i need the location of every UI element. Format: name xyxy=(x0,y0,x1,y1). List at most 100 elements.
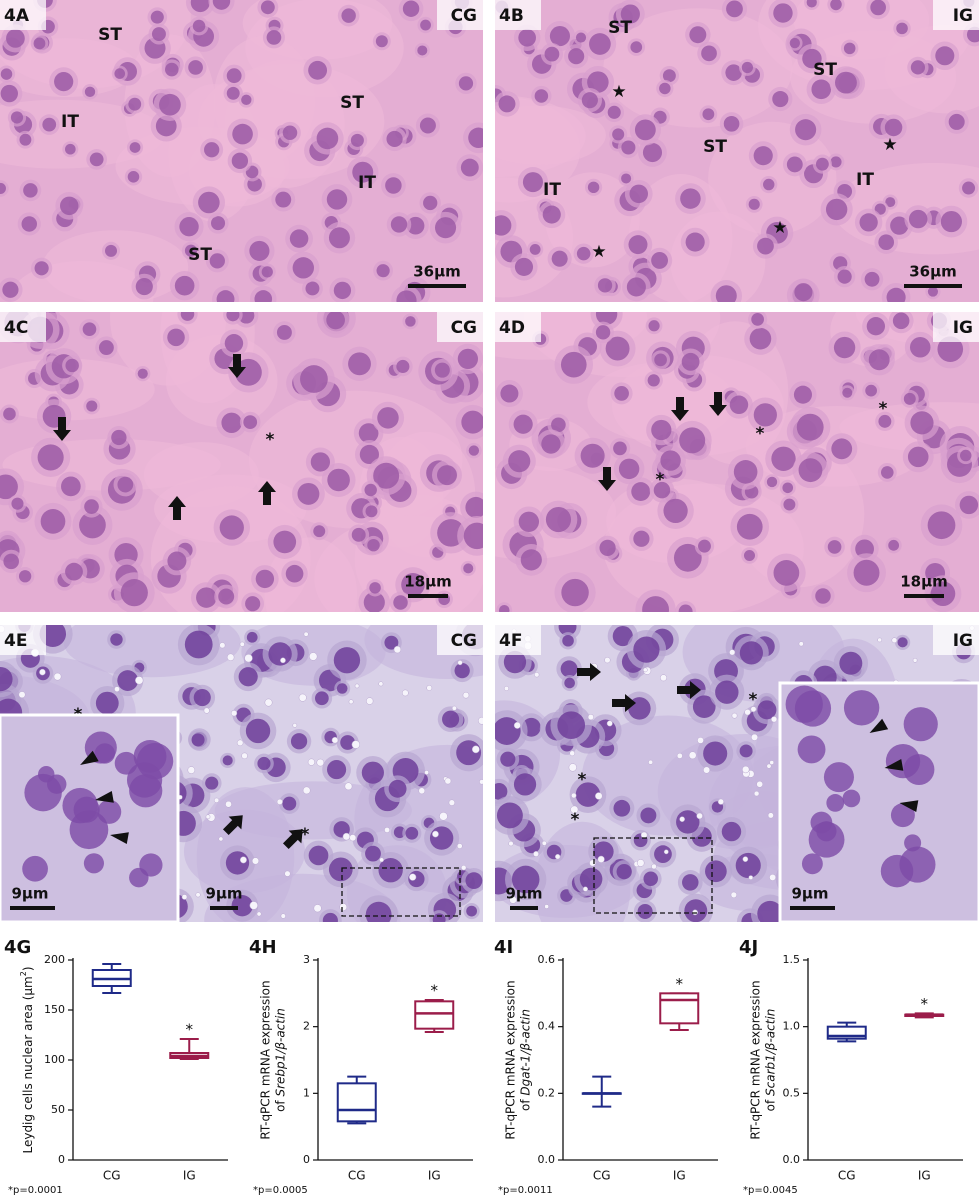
micrograph-panel: ST ST ST IT IT ★ ★ ★ ★ 36μm 4B IG xyxy=(495,0,979,302)
nucleus xyxy=(463,563,474,574)
label-background xyxy=(437,0,483,30)
lipid-droplet xyxy=(568,763,577,772)
nucleus xyxy=(260,0,275,15)
x-tick-label: CG xyxy=(593,1169,611,1183)
nucleus xyxy=(117,476,134,493)
nucleus xyxy=(10,111,24,124)
nucleus xyxy=(616,863,632,880)
annotation: ST xyxy=(813,60,837,80)
nucleus xyxy=(390,216,408,233)
nucleus xyxy=(689,26,707,44)
lipid-droplet xyxy=(457,660,463,666)
nucleus xyxy=(388,779,407,798)
nucleus xyxy=(551,250,568,267)
nucleus xyxy=(308,845,329,866)
annotation: IT xyxy=(856,170,874,190)
nucleus xyxy=(892,312,910,330)
nucleus xyxy=(129,142,141,153)
nucleus xyxy=(376,264,390,278)
nucleus xyxy=(773,3,793,23)
annotation: * xyxy=(756,424,765,444)
lipid-droplet xyxy=(642,667,648,673)
nucleus xyxy=(797,735,826,764)
label-background xyxy=(437,625,483,655)
lipid-droplet xyxy=(571,792,577,799)
lipid-droplet xyxy=(742,765,750,774)
scale-bar xyxy=(904,594,944,598)
nucleus xyxy=(500,751,516,767)
nucleus xyxy=(322,912,338,922)
nucleus xyxy=(864,271,880,287)
nucleus xyxy=(405,316,416,327)
nucleus xyxy=(363,591,385,612)
nucleus xyxy=(11,497,24,510)
nucleus xyxy=(111,429,127,446)
label-background xyxy=(933,625,979,655)
nucleus xyxy=(692,695,716,719)
lipid-droplet xyxy=(339,903,348,911)
annotation: IT xyxy=(358,173,376,193)
nucleus xyxy=(165,62,179,77)
nucleus xyxy=(226,86,240,100)
label-background xyxy=(933,0,979,30)
nucleus xyxy=(6,29,25,48)
nucleus xyxy=(685,232,705,252)
chart: 4G Leydig cells nuclear area (μm2) 0 50 100 1… xyxy=(4,937,228,1196)
chart-title: 4G xyxy=(4,937,31,958)
nucleus xyxy=(703,741,728,766)
tissue-region xyxy=(214,781,412,840)
lipid-droplet xyxy=(244,654,253,663)
lipid-droplet xyxy=(798,641,804,647)
lipid-droplet xyxy=(604,656,611,664)
nucleus xyxy=(460,158,479,177)
nucleus xyxy=(423,195,438,211)
nucleus xyxy=(313,525,326,538)
lipid-droplet xyxy=(471,745,480,754)
lipid-droplet xyxy=(744,709,751,716)
lipid-droplet xyxy=(313,904,322,913)
nucleus xyxy=(0,68,13,80)
nucleus xyxy=(212,0,231,10)
nucleus xyxy=(642,142,663,163)
nucleus xyxy=(789,37,800,49)
nucleus xyxy=(218,588,235,605)
lipid-droplet xyxy=(651,863,657,870)
nucleus xyxy=(815,157,829,171)
nucleus xyxy=(245,718,271,744)
y-axis-label: of Srebp1/β-actin xyxy=(273,1008,287,1112)
nucleus xyxy=(634,119,656,141)
nucleus xyxy=(434,362,450,378)
annotation: * xyxy=(879,399,888,419)
nucleus xyxy=(544,46,560,62)
nucleus xyxy=(432,913,446,922)
nucleus xyxy=(86,400,98,412)
lipid-droplet xyxy=(730,891,737,899)
arrow xyxy=(677,681,701,699)
lipid-droplet xyxy=(597,855,605,863)
lipid-droplet xyxy=(280,657,286,664)
lipid-droplet xyxy=(249,901,258,910)
group-label: IG xyxy=(953,6,973,26)
lipid-droplet xyxy=(213,797,220,803)
arrowhead xyxy=(95,790,114,803)
nucleus xyxy=(773,559,800,586)
lipid-droplet xyxy=(316,758,325,767)
nucleus xyxy=(126,762,163,798)
lipid-droplet xyxy=(401,689,409,697)
nucleus xyxy=(842,789,861,808)
y-tick-label: 0.5 xyxy=(783,1086,801,1099)
nucleus xyxy=(276,324,292,340)
nucleus xyxy=(772,90,789,108)
lipid-droplet xyxy=(769,760,775,765)
inset-scale-label: 9μm xyxy=(791,885,828,903)
lipid-droplet xyxy=(256,911,262,917)
nucleus xyxy=(786,156,803,173)
nucleus xyxy=(23,183,38,198)
nucleus xyxy=(620,4,640,24)
nucleus xyxy=(723,115,740,132)
nucleus xyxy=(878,234,895,251)
y-axis-label: of Scarb1/β-actin xyxy=(763,1009,777,1112)
lipid-droplet xyxy=(503,685,510,692)
y-axis-label-part: RT-qPCR mRNA expression xyxy=(503,980,517,1139)
